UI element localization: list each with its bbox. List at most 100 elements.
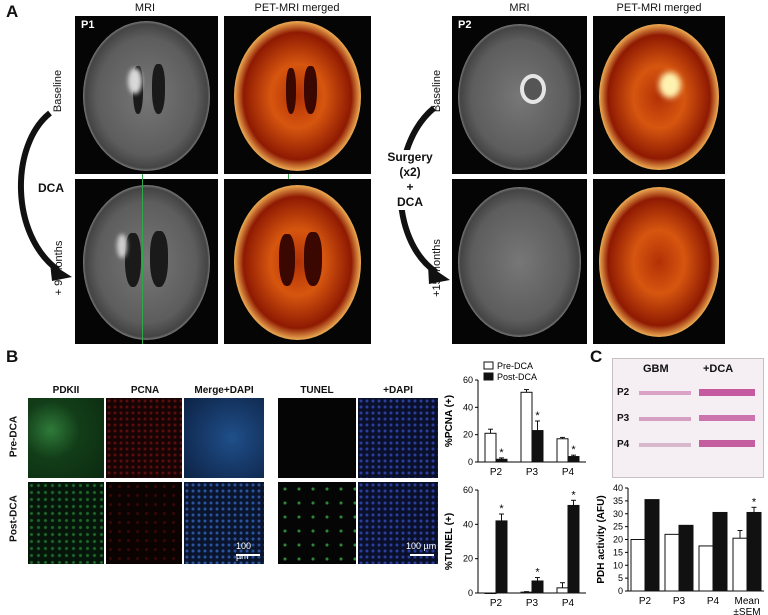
blot-row-p2: P2 [617,387,630,398]
x-tick-label: ±SEM [733,607,760,615]
bar [712,511,728,592]
pcna-pre-image [106,398,182,478]
p2-treatment-line4: DCA [397,195,423,209]
p1-treatment-label: DCA [36,181,66,195]
y-tick-label: 30 [613,509,623,519]
p1-tag: P1 [81,19,95,31]
pre-dca-label: Pre-DCA [8,415,20,458]
dapi-post-image: 100 µm [358,482,438,564]
p1-treatment-arrow [17,110,72,281]
significance-star: * [535,410,540,422]
y-tick-label: 10 [613,560,623,570]
pdh-bar-chart: PDH activity (AFU) 0 5 10 15 20 25 30 35 40 P2 P3 P4… [596,483,764,615]
legend-swatch [483,372,494,381]
p2-mri-followup [452,179,587,344]
panel-c-letter: C [590,347,603,366]
y-tick-label: 40 [463,519,473,529]
y-tick-label: 40 [463,402,473,412]
scale-label-1: 100 µm [236,541,252,561]
x-tick-label: P3 [526,467,539,478]
p2-pet-followup [593,179,725,344]
pdkii-pre-image [28,398,104,478]
bar [567,504,580,594]
bar [678,524,694,592]
panel-a-letter: A [6,2,19,21]
p1-pet-header: PET-MRI merged [254,2,340,14]
y-tick-label: 0 [468,457,473,467]
blot-band [699,415,755,421]
pcna-post-image [106,482,182,564]
tunel-post-image [278,482,356,564]
x-tick-label: P3 [673,596,686,607]
pdkii-header: PDKII [52,385,80,396]
legend-swatch [483,361,494,370]
p1-pet-baseline [224,16,371,174]
p1-mri-baseline: P1 [75,16,218,174]
blot-row-p3: P3 [617,413,630,424]
y-tick-label: 20 [613,535,623,545]
bar [556,438,569,463]
x-tick-label: P2 [490,598,503,609]
significance-star: * [499,503,504,515]
p2-pet-baseline [593,16,725,174]
dapi-header: +DAPI [383,385,413,396]
bar [531,430,544,463]
bar [556,587,569,594]
p2-treatment-label: Surgery (x2) + DCA [380,150,440,210]
merge-header: Merge+DAPI [194,385,254,396]
blot-band [639,443,691,447]
tunel-pre-image [278,398,356,478]
p2-mri-baseline: P2 [452,16,587,174]
p2-treatment-line1: Surgery [387,150,433,164]
y-tick-label: 35 [613,496,623,506]
pcna-header: PCNA [130,385,160,396]
significance-star: * [571,489,576,501]
y-tick-label: 20 [463,430,473,440]
p2-mri-header: MRI [509,2,530,14]
legend-label: Pre-DCA [497,361,533,371]
guide-line [288,174,289,179]
bar [698,545,714,592]
bar [520,591,533,594]
x-tick-label: Mean [734,596,759,607]
blot-row-p4: P4 [617,439,630,450]
tunel-header: TUNEL [300,385,334,396]
blot-header-dca: +DCA [703,363,734,375]
x-tick-label: P4 [562,467,575,478]
bar [664,533,680,592]
bar [644,499,660,592]
bar [732,537,748,592]
bar [495,520,508,594]
blot-band [699,389,755,396]
y-axis-label: PDH activity (AFU) [596,495,607,583]
y-tick-label: 25 [613,522,623,532]
pdh-blot: GBM +DCA P2 P3 P4 [612,358,764,478]
pdkii-post-image [28,482,104,564]
significance-star: * [535,567,540,579]
y-tick-label: 0 [468,588,473,598]
bar [567,456,580,463]
p1-pet-followup [224,179,371,344]
x-tick-label: P2 [490,467,503,478]
tunel-bar-chart: %TUNEL (+) 0 20 40 60 * P2 * P3 * P4 [444,485,586,609]
y-tick-label: 0 [618,586,623,596]
p2-pet-header: PET-MRI merged [616,2,702,14]
y-tick-label: 40 [613,483,623,493]
bar [484,432,497,463]
dapi-pre-image [358,398,438,478]
y-tick-label: 60 [463,375,473,385]
blot-header-gbm: GBM [643,363,669,375]
p1-mri-header: MRI [134,2,156,14]
panel-b-letter: B [6,347,19,366]
x-tick-label: P2 [639,596,652,607]
y-axis-label: %PCNA (+) [444,395,455,447]
p2-tag: P2 [458,19,472,31]
post-dca-label: Post-DCA [8,495,20,542]
bar [630,539,646,592]
bar [495,458,508,463]
y-tick-label: 60 [463,485,473,495]
blot-band [639,417,691,421]
blot-band [639,391,691,395]
significance-star: * [752,496,757,508]
bar [746,511,762,592]
